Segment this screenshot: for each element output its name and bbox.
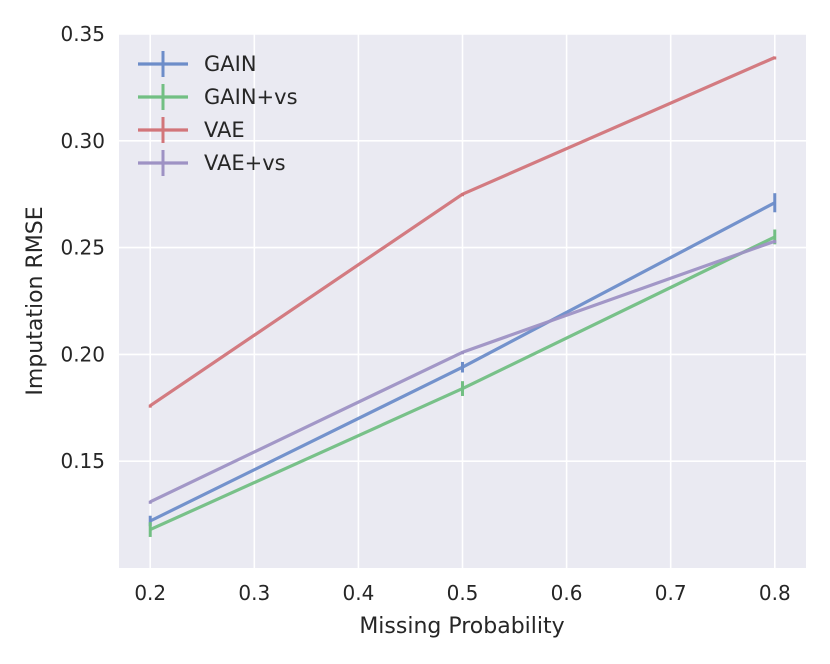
x-tick-label: 0.4: [343, 581, 375, 605]
series-vae-vs: [148, 239, 777, 504]
y-tick-label: 0.35: [60, 22, 105, 46]
series-layer: [148, 56, 777, 537]
legend-label: VAE: [204, 118, 245, 142]
legend: GAIN GAIN+vs VAE VAE+vs: [138, 51, 298, 176]
x-tick-label: 0.3: [238, 581, 270, 605]
legend-label: VAE+vs: [204, 151, 286, 175]
legend-item: VAE+vs: [138, 150, 286, 176]
x-tick-label: 0.6: [551, 581, 583, 605]
x-tick-label: 0.5: [447, 581, 479, 605]
x-tick-label: 0.7: [655, 581, 687, 605]
x-tick-label: 0.2: [134, 581, 166, 605]
y-tick-label: 0.15: [60, 449, 105, 473]
x-tick-label: 0.8: [759, 581, 791, 605]
y-axis-ticks: 0.15 0.20 0.25 0.30 0.35: [60, 22, 105, 473]
legend-item: GAIN: [138, 51, 257, 77]
series-vae: [148, 56, 777, 408]
series-gain-vs: [148, 229, 777, 537]
y-tick-label: 0.20: [60, 342, 105, 366]
x-axis-ticks: 0.2 0.3 0.4 0.5 0.6 0.7 0.8: [134, 581, 790, 605]
legend-item: VAE: [138, 117, 245, 143]
y-tick-label: 0.25: [60, 236, 105, 260]
legend-item: GAIN+vs: [138, 84, 298, 110]
y-tick-label: 0.30: [60, 129, 105, 153]
y-axis-title: Imputation RMSE: [23, 206, 48, 395]
x-axis-title: Missing Probability: [359, 614, 564, 639]
legend-label: GAIN: [204, 52, 257, 76]
legend-label: GAIN+vs: [204, 85, 298, 109]
